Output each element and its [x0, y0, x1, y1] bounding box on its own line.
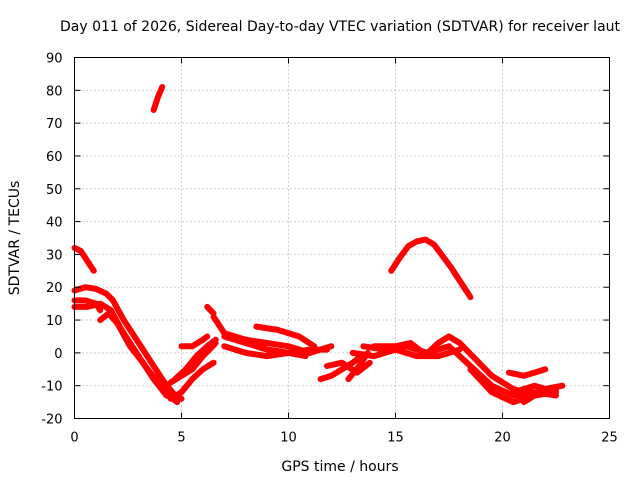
y-tick-label: 90: [46, 52, 63, 67]
series-arc-11: [204, 303, 217, 317]
series-arc-2: [150, 84, 166, 113]
chart-title: Day 011 of 2026, Sidereal Day-to-day VTE…: [60, 19, 621, 35]
series-arc-10: [178, 333, 211, 350]
series-arc-7: [167, 359, 217, 402]
x-tick-label: 20: [494, 431, 511, 446]
y-tick-label: 0: [54, 347, 62, 362]
y-tick-label: 20: [46, 281, 63, 296]
x-axis-label: GPS time / hours: [281, 459, 398, 475]
series-arc-6: [97, 310, 179, 402]
y-tick-label: -20: [41, 413, 62, 428]
series-arc-18: [324, 359, 373, 376]
series-arc-3: [71, 284, 185, 402]
y-tick-label: 10: [46, 314, 63, 329]
series-arc-20: [349, 346, 463, 360]
series-arc-14: [221, 343, 335, 360]
y-axis-label: SDTVAR / TECUs: [7, 181, 23, 296]
x-tick-label: 15: [387, 431, 404, 446]
series-arc-15: [253, 323, 318, 350]
grid: [74, 57, 610, 419]
series-arc-9: [172, 336, 219, 383]
data-series: [71, 84, 566, 406]
series-arc-17: [317, 353, 365, 383]
series-arc-16: [242, 336, 313, 356]
x-tick-label: 10: [280, 431, 297, 446]
series-arc-28: [520, 386, 559, 406]
x-tick-label: 0: [70, 431, 78, 446]
y-tick-label: 80: [46, 84, 63, 99]
y-tick-label: 40: [46, 216, 63, 231]
plot-frame: [74, 57, 610, 419]
y-tick-labels: -20 -10 0 10 20 30 40 50 60 70 80 90: [41, 52, 62, 428]
series-arc-22: [371, 340, 427, 356]
series-arc-29: [388, 236, 474, 301]
series-arc-26: [505, 366, 549, 379]
x-tick-labels: 0 5 10 15 20 25: [70, 431, 617, 446]
y-tick-label: 30: [46, 248, 63, 263]
axis-ticks: [74, 57, 610, 419]
y-tick-label: 70: [46, 117, 63, 132]
y-tick-label: -10: [41, 380, 62, 395]
y-tick-label: 60: [46, 150, 63, 165]
x-tick-label: 25: [601, 431, 618, 446]
y-tick-label: 50: [46, 183, 63, 198]
x-tick-label: 5: [177, 431, 185, 446]
series-arc-1: [71, 244, 97, 274]
